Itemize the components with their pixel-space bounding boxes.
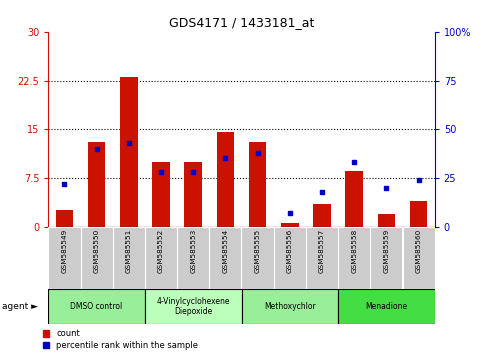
Text: GSM585557: GSM585557 bbox=[319, 228, 325, 273]
Point bbox=[125, 140, 133, 146]
Bar bbox=[410, 201, 427, 227]
Text: GSM585553: GSM585553 bbox=[190, 228, 196, 273]
Bar bbox=[145, 289, 242, 324]
Bar bbox=[185, 162, 202, 227]
Bar bbox=[313, 204, 331, 227]
Text: GSM585550: GSM585550 bbox=[94, 228, 99, 273]
Point bbox=[383, 185, 390, 190]
Bar bbox=[370, 227, 402, 289]
Text: 4-Vinylcyclohexene
Diepoxide: 4-Vinylcyclohexene Diepoxide bbox=[156, 297, 230, 316]
Point bbox=[286, 210, 294, 216]
Text: GSM585556: GSM585556 bbox=[287, 228, 293, 273]
Text: GSM585551: GSM585551 bbox=[126, 228, 132, 273]
Bar bbox=[216, 132, 234, 227]
Point bbox=[222, 156, 229, 161]
Bar bbox=[48, 289, 145, 324]
Point bbox=[189, 169, 197, 175]
Bar bbox=[152, 162, 170, 227]
Bar bbox=[56, 210, 73, 227]
Text: GSM585549: GSM585549 bbox=[61, 228, 68, 273]
Bar bbox=[338, 289, 435, 324]
Point bbox=[157, 169, 165, 175]
Point bbox=[350, 160, 358, 165]
Bar bbox=[177, 227, 209, 289]
Text: GSM585558: GSM585558 bbox=[351, 228, 357, 273]
Text: GSM585552: GSM585552 bbox=[158, 228, 164, 273]
Bar bbox=[338, 227, 370, 289]
Bar bbox=[113, 227, 145, 289]
Bar bbox=[81, 227, 113, 289]
Bar bbox=[242, 289, 338, 324]
Text: GSM585559: GSM585559 bbox=[384, 228, 389, 273]
Text: Menadione: Menadione bbox=[365, 302, 408, 311]
Text: DMSO control: DMSO control bbox=[71, 302, 123, 311]
Bar bbox=[345, 171, 363, 227]
Bar bbox=[306, 227, 338, 289]
Bar bbox=[120, 77, 138, 227]
Legend: count, percentile rank within the sample: count, percentile rank within the sample bbox=[43, 329, 198, 350]
Point bbox=[93, 146, 100, 152]
Bar bbox=[402, 227, 435, 289]
Point bbox=[60, 181, 68, 187]
Text: GSM585555: GSM585555 bbox=[255, 228, 261, 273]
Text: GSM585560: GSM585560 bbox=[415, 228, 422, 273]
Point bbox=[254, 150, 261, 155]
Point bbox=[318, 189, 326, 194]
Bar bbox=[378, 213, 395, 227]
Bar bbox=[209, 227, 242, 289]
Bar bbox=[242, 227, 274, 289]
Text: agent ►: agent ► bbox=[2, 302, 39, 311]
Point bbox=[415, 177, 423, 183]
Bar bbox=[145, 227, 177, 289]
Bar bbox=[281, 223, 298, 227]
Text: GSM585554: GSM585554 bbox=[222, 228, 228, 273]
Bar bbox=[48, 227, 81, 289]
Bar bbox=[274, 227, 306, 289]
Bar bbox=[249, 142, 267, 227]
Text: Methoxychlor: Methoxychlor bbox=[264, 302, 316, 311]
Bar bbox=[88, 142, 105, 227]
Title: GDS4171 / 1433181_at: GDS4171 / 1433181_at bbox=[169, 16, 314, 29]
